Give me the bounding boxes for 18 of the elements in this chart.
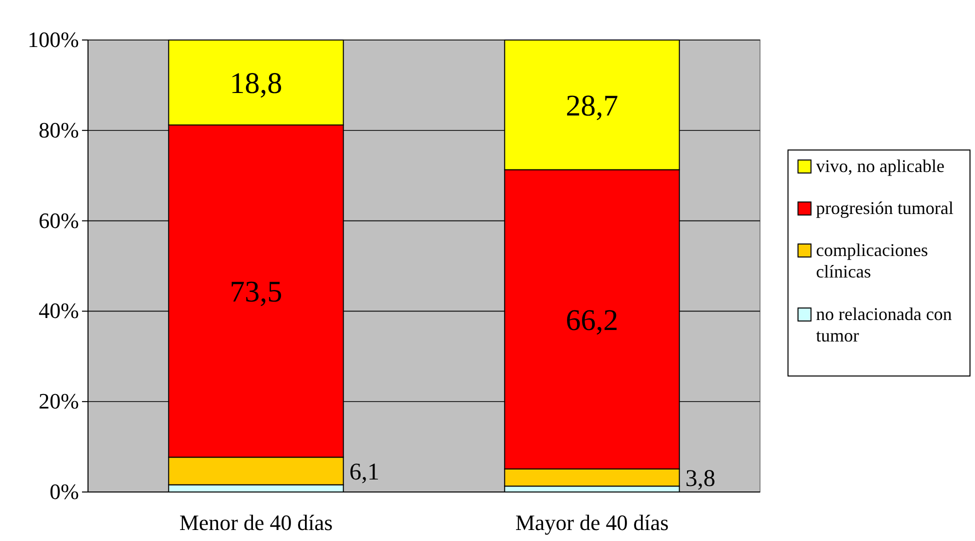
x-tick-label: Menor de 40 días (179, 510, 333, 536)
data-label: 28,7 (566, 89, 618, 122)
legend-label: no relacionada con tumor (816, 304, 952, 346)
legend-label: vivo, no aplicable (816, 156, 944, 176)
y-tick-label: 100% (28, 27, 79, 52)
data-label: 6,1 (349, 459, 380, 486)
data-label: 66,2 (566, 304, 618, 337)
legend-label: complicaciones clínicas (816, 240, 928, 282)
y-tick-label: 20% (38, 388, 79, 414)
data-label: 3,8 (685, 466, 716, 492)
data-label: 18,8 (230, 66, 282, 100)
x-tick-label: Mayor de 40 días (515, 510, 669, 536)
data-label: 73,5 (230, 276, 282, 309)
y-tick-label: 80% (38, 117, 79, 142)
legend-label: progresión tumoral (816, 198, 954, 218)
y-tick-label: 40% (38, 298, 79, 324)
y-tick-label: 60% (38, 208, 79, 233)
y-tick-label: 0% (50, 479, 79, 504)
